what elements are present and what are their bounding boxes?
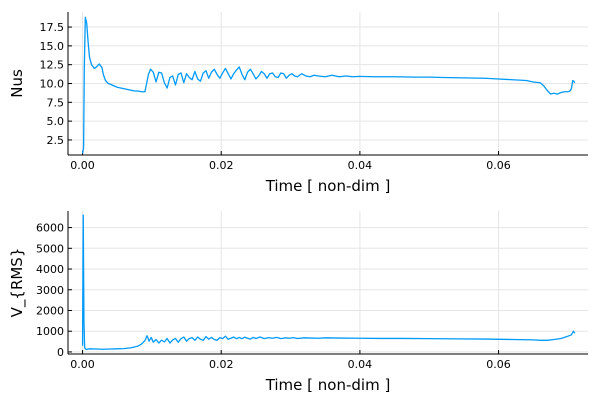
x-axis-label: Time [ non-dim ] xyxy=(265,376,391,394)
x-axis-label: Time [ non-dim ] xyxy=(265,177,391,195)
y-tick-label: 0 xyxy=(57,346,64,359)
y-tick-label: 15.0 xyxy=(40,40,65,53)
y-tick-label: 5.0 xyxy=(47,115,65,128)
x-tick-label: 0.02 xyxy=(209,358,234,371)
x-tick-label: 0.04 xyxy=(348,358,373,371)
y-tick-label: 1000 xyxy=(36,325,64,338)
y-tick-label: 7.5 xyxy=(47,96,65,109)
x-tick-label: 0.02 xyxy=(209,159,234,172)
y-tick-label: 6000 xyxy=(36,222,64,235)
y-tick-label: 17.5 xyxy=(40,21,65,34)
series-line xyxy=(81,16,576,154)
y-tick-label: 3000 xyxy=(36,284,64,297)
x-tick-label: 0.00 xyxy=(70,159,95,172)
y-axis-label: Nus xyxy=(8,69,26,98)
series-line xyxy=(81,214,576,351)
y-axis-label: V_{RMS} xyxy=(8,248,27,318)
y-tick-label: 5000 xyxy=(36,242,64,255)
x-tick-label: 0.00 xyxy=(70,358,95,371)
x-tick-label: 0.06 xyxy=(486,358,511,371)
nus-plot-panel: 0.00 0.02 0.04 0.06 2.5 5.0 7.5 10.0 12.5 15.0 17.… xyxy=(8,12,588,195)
x-tick-label: 0.04 xyxy=(348,159,373,172)
y-tick-label: 2000 xyxy=(36,304,64,317)
y-tick-label: 12.5 xyxy=(40,59,65,72)
vrms-plot-panel: 0.00 0.02 0.04 0.06 0 1000 2000 3000 4000 5000 600… xyxy=(8,211,588,394)
x-tick-label: 0.06 xyxy=(486,159,511,172)
y-tick-label: 4000 xyxy=(36,263,64,276)
y-tick-label: 2.5 xyxy=(47,134,65,147)
y-tick-label: 10.0 xyxy=(40,78,65,91)
